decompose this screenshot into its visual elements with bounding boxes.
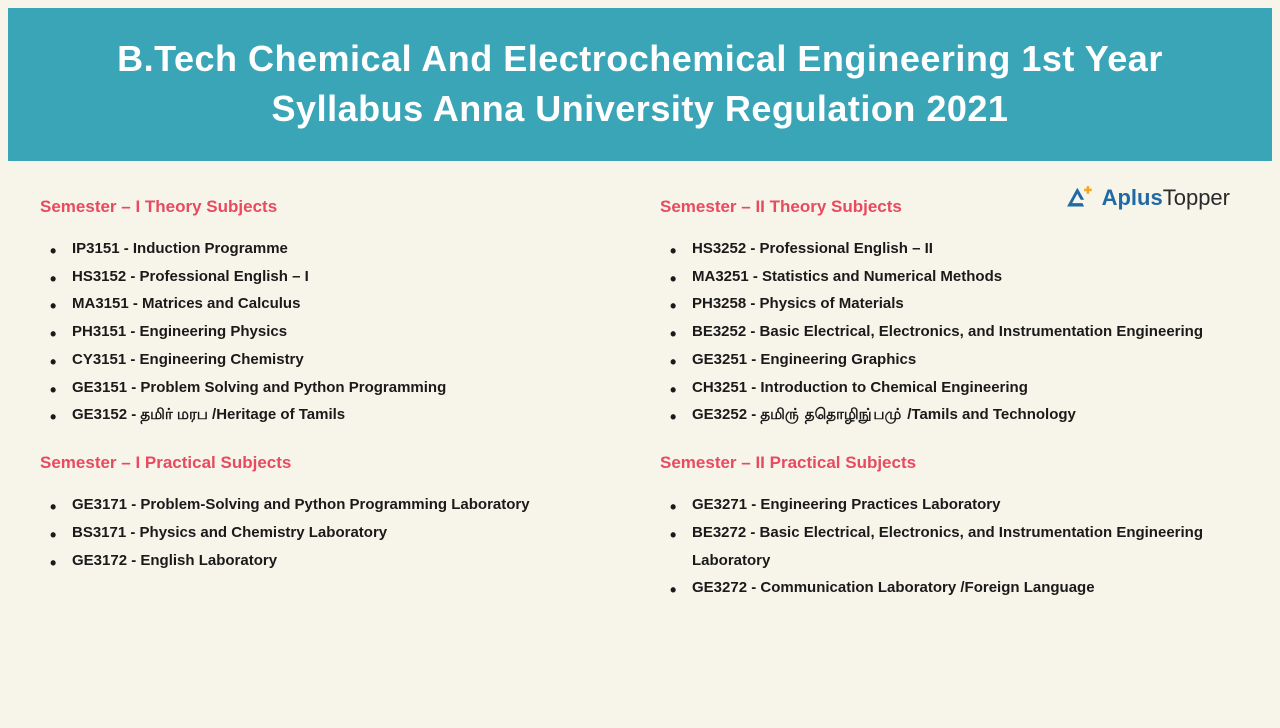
list-item: GE3251 - Engineering Graphics [680,346,1240,374]
list-item: PH3258 - Physics of Materials [680,290,1240,318]
sem2-practical-list: GE3271 - Engineering Practices Laborator… [660,491,1240,602]
list-item: GE3172 - English Laboratory [60,547,620,575]
list-item: MA3251 - Statistics and Numerical Method… [680,263,1240,291]
sem1-theory-list: IP3151 - Induction Programme HS3152 - Pr… [40,235,620,429]
content-area: AplusTopper Semester – I Theory Subjects… [0,169,1280,622]
sem2-theory-list: HS3252 - Professional English – II MA325… [660,235,1240,429]
list-item: GE3171 - Problem-Solving and Python Prog… [60,491,620,519]
list-item: GE3252 - தமிரு் ததொழிநு்பமு் /Tamils and… [680,401,1240,429]
list-item: HS3152 - Professional English – I [60,263,620,291]
list-item: GE3152 - தமிர் மரப /Heritage of Tamils [60,401,620,429]
list-item: CY3151 - Engineering Chemistry [60,346,620,374]
list-item: HS3252 - Professional English – II [680,235,1240,263]
logo-icon [1062,181,1096,215]
logo-bold: Aplus [1102,185,1163,210]
sem1-theory-heading: Semester – I Theory Subjects [40,197,620,217]
list-item: PH3151 - Engineering Physics [60,318,620,346]
list-item: GE3272 - Communication Laboratory /Forei… [680,574,1240,602]
page-header: B.Tech Chemical And Electrochemical Engi… [8,8,1272,161]
list-item: GE3271 - Engineering Practices Laborator… [680,491,1240,519]
list-item: IP3151 - Induction Programme [60,235,620,263]
sem1-practical-heading: Semester – I Practical Subjects [40,453,620,473]
list-item: BE3252 - Basic Electrical, Electronics, … [680,318,1240,346]
brand-logo: AplusTopper [1062,181,1230,215]
page-title: B.Tech Chemical And Electrochemical Engi… [50,34,1230,135]
sem1-practical-list: GE3171 - Problem-Solving and Python Prog… [40,491,620,574]
list-item: GE3151 - Problem Solving and Python Prog… [60,374,620,402]
list-item: BS3171 - Physics and Chemistry Laborator… [60,519,620,547]
left-column: Semester – I Theory Subjects IP3151 - In… [40,189,620,602]
sem2-practical-heading: Semester – II Practical Subjects [660,453,1240,473]
logo-text: AplusTopper [1102,185,1230,211]
right-column: Semester – II Theory Subjects HS3252 - P… [660,189,1240,602]
list-item: BE3272 - Basic Electrical, Electronics, … [680,519,1240,575]
list-item: MA3151 - Matrices and Calculus [60,290,620,318]
list-item: CH3251 - Introduction to Chemical Engine… [680,374,1240,402]
logo-light: Topper [1163,185,1230,210]
